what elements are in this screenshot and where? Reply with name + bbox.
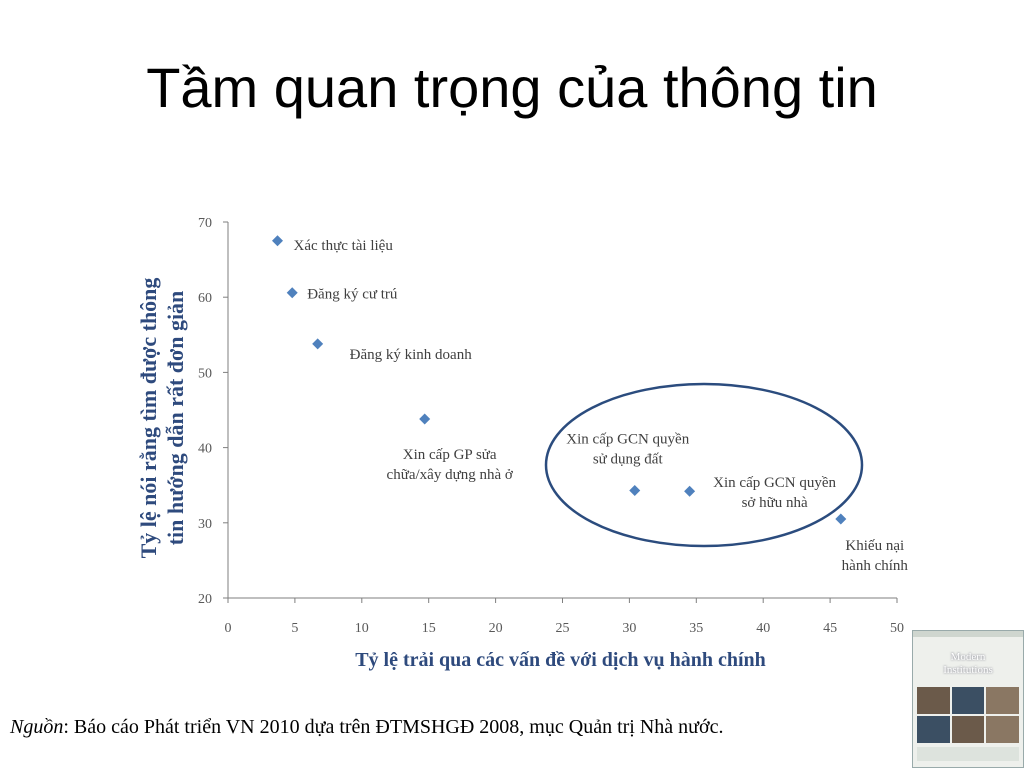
x-tick-label: 5 bbox=[291, 621, 298, 636]
y-tick-label: 20 bbox=[198, 592, 212, 607]
x-tick-label: 20 bbox=[489, 621, 503, 636]
cover-header-band bbox=[913, 631, 1023, 637]
data-point-marker bbox=[272, 235, 284, 247]
slide-title: Tầm quan trọng của thông tin bbox=[146, 56, 878, 119]
report-cover-image: Modern Institutions bbox=[912, 630, 1024, 768]
data-point-label: Đăng ký cư trú bbox=[307, 287, 398, 303]
data-point-label: Xin cấp GP sửa bbox=[403, 447, 497, 463]
data-point-marker bbox=[419, 413, 431, 425]
data-point-marker bbox=[684, 485, 696, 497]
data-point-label: Đăng ký kinh doanh bbox=[350, 347, 473, 363]
data-point-label: Khiếu nại bbox=[845, 538, 904, 554]
cover-title-line-1: Modern bbox=[950, 651, 986, 663]
data-point-marker bbox=[629, 484, 641, 496]
x-tick-label: 0 bbox=[225, 621, 232, 636]
y-tick-label: 70 bbox=[198, 216, 212, 231]
y-axis-title-line: Tỷ lệ nói rằng tìm được thông bbox=[136, 278, 161, 559]
data-point-marker bbox=[835, 513, 847, 525]
cover-title: Modern Institutions bbox=[913, 651, 1023, 676]
cover-photo-collage bbox=[917, 687, 1019, 743]
data-point-marker bbox=[312, 338, 324, 350]
y-tick-label: 60 bbox=[198, 291, 212, 306]
x-axis-title: Tỷ lệ trải qua các vấn đề với dịch vụ hà… bbox=[355, 649, 766, 671]
x-tick-label: 25 bbox=[556, 621, 570, 636]
cover-title-line-2: Institutions bbox=[943, 663, 993, 676]
x-tick-label: 30 bbox=[622, 621, 636, 636]
x-tick-label: 50 bbox=[890, 621, 904, 636]
data-point-label: Xin cấp GCN quyền bbox=[566, 431, 689, 447]
source-label: Nguồn bbox=[10, 716, 64, 738]
y-tick-label: 30 bbox=[198, 517, 212, 532]
y-tick-label: 40 bbox=[198, 442, 212, 457]
data-point-label: sử dụng đất bbox=[593, 451, 664, 467]
x-tick-label: 40 bbox=[756, 621, 770, 636]
y-tick-label: 50 bbox=[198, 366, 212, 381]
data-point-label: sở hữu nhà bbox=[742, 495, 808, 511]
data-point-label: hành chính bbox=[842, 558, 909, 574]
source-text: : Báo cáo Phát triển VN 2010 dựa trên ĐT… bbox=[63, 716, 724, 738]
y-axis-title-line: tin hướng dẫn rất đơn giản bbox=[163, 291, 188, 546]
cover-footer-band bbox=[917, 747, 1019, 761]
data-point-label: Xin cấp GCN quyền bbox=[713, 475, 836, 491]
data-point-label: chữa/xây dựng nhà ở bbox=[387, 467, 514, 483]
source-note: Nguồn: Báo cáo Phát triển VN 2010 dựa tr… bbox=[10, 716, 723, 739]
data-point-label: Xác thực tài liệu bbox=[294, 238, 394, 254]
x-tick-label: 15 bbox=[422, 621, 436, 636]
highlight-ellipse bbox=[544, 382, 864, 548]
x-tick-label: 10 bbox=[355, 621, 369, 636]
data-point-marker bbox=[286, 287, 298, 299]
x-tick-label: 45 bbox=[823, 621, 837, 636]
x-tick-label: 35 bbox=[689, 621, 703, 636]
